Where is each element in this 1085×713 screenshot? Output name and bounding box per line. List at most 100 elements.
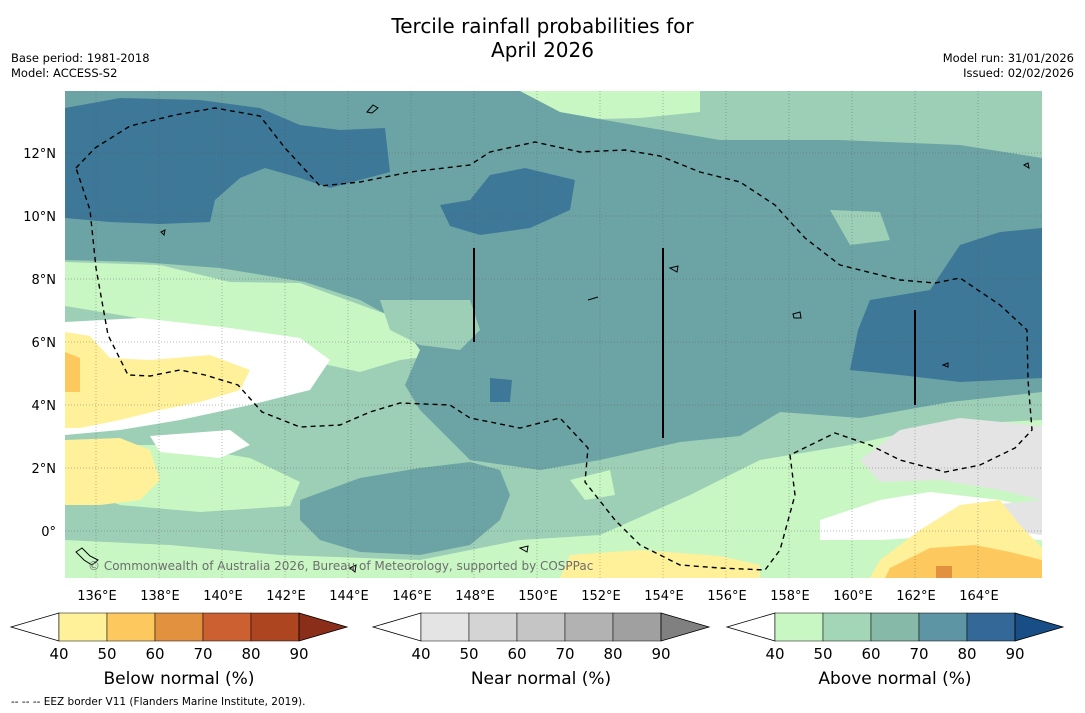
- colorbar-tick: 80: [603, 645, 622, 663]
- island-marshall: [1022, 162, 1030, 170]
- colorbar-tick: 80: [957, 645, 976, 663]
- lon-labels: 136°E 138°E 140°E 142°E 144°E 146°E 148°…: [77, 589, 999, 604]
- field-near-50-east: [860, 418, 1042, 500]
- colorbar-segment: [202, 612, 252, 642]
- colorbar-near-normal: 40 50 60 70 80 90 Near normal (%): [371, 612, 711, 689]
- footnote: -- -- -- EEZ border V11 (Flanders Marine…: [11, 696, 306, 708]
- lat-label: 0°: [41, 525, 56, 540]
- lon-label: 162°E: [896, 589, 936, 604]
- field-above-60-main: [65, 91, 1042, 470]
- colorbar-segment: [966, 612, 1016, 642]
- island-guam: [366, 104, 379, 114]
- lon-label: 144°E: [329, 589, 369, 604]
- graticule: [65, 91, 1042, 578]
- field-above-60-south: [300, 462, 510, 555]
- colorbar-tick: 70: [555, 645, 574, 663]
- lon-label: 148°E: [455, 589, 495, 604]
- colorbar-tick: 50: [813, 645, 832, 663]
- island-palau: [160, 229, 166, 237]
- island-manus: [349, 564, 357, 573]
- colorbar-tick: 50: [97, 645, 116, 663]
- field-below-60-spot: [936, 566, 952, 578]
- island-kosrae: [792, 311, 802, 319]
- title-line-2: April 2026: [491, 38, 594, 62]
- field-above-50-pocket-2: [830, 210, 890, 245]
- field-below-50-southeast: [885, 545, 1042, 578]
- eez-segments: [473, 248, 916, 438]
- colorbar-segment: [822, 612, 872, 642]
- colorbar-ticks: 40 50 60 70 80 90: [49, 645, 308, 663]
- colorbar-over-arrow: [660, 612, 711, 642]
- lat-labels: 12°N 10°N 8°N 6°N 4°N 2°N 0°: [23, 147, 56, 540]
- island-chuuk: [587, 296, 599, 301]
- colorbar-title: Near normal (%): [471, 669, 611, 689]
- model-name: Model: ACCESS-S2: [11, 65, 118, 80]
- colorbar-title: Above normal (%): [818, 669, 971, 689]
- colorbar-under-arrow: [9, 612, 60, 642]
- colorbars: 40 50 60 70 80 90 Below normal (%) 40 50…: [9, 612, 1065, 689]
- field-above-50-pocket: [380, 300, 480, 350]
- colorbar-segment: [612, 612, 662, 642]
- field-near-40-patch: [150, 430, 250, 458]
- field-above-40-west: [65, 262, 460, 372]
- island-nauru: [941, 362, 949, 368]
- lon-label: 160°E: [833, 589, 873, 604]
- copyright-text: © Commonwealth of Australia 2026, Bureau…: [88, 559, 593, 573]
- lon-label: 138°E: [140, 589, 180, 604]
- field-below-50-west: [65, 352, 80, 392]
- colorbar-tick: 40: [49, 645, 68, 663]
- colorbar-below-normal: 40 50 60 70 80 90 Below normal (%): [9, 612, 349, 689]
- colorbar-segment: [774, 612, 824, 642]
- colorbar-segment: [58, 612, 108, 642]
- lon-label: 146°E: [392, 589, 432, 604]
- lon-label: 136°E: [77, 589, 117, 604]
- colorbar-tick: 90: [1005, 645, 1024, 663]
- field-above-40-south: [65, 420, 1042, 578]
- field-above-70-northwest: [65, 98, 390, 224]
- colorbar-title: Below normal (%): [104, 669, 255, 689]
- colorbar-segment: [870, 612, 920, 642]
- colorbar-tick: 50: [459, 645, 478, 663]
- colorbar-over-arrow: [1014, 612, 1065, 642]
- island-new-ireland: [518, 545, 529, 553]
- lon-label: 152°E: [581, 589, 621, 604]
- colorbar-tick: 60: [507, 645, 526, 663]
- land-new-guinea-coast: [75, 547, 99, 566]
- map-title: Tercile rainfall probabilities for April…: [0, 14, 1085, 62]
- meta-right: Model run: 31/01/2026 Issued: 02/02/2026: [943, 51, 1074, 80]
- colorbar-segment: [564, 612, 614, 642]
- lat-label: 6°N: [32, 336, 57, 351]
- lon-label: 164°E: [959, 589, 999, 604]
- field-above-70-center: [440, 168, 575, 235]
- colorbar-tick: 80: [241, 645, 260, 663]
- lat-label: 12°N: [23, 147, 56, 162]
- lon-label: 150°E: [518, 589, 558, 604]
- lon-label: 142°E: [266, 589, 306, 604]
- colorbar-segment: [154, 612, 204, 642]
- colorbar-segment: [918, 612, 968, 642]
- island-pohnpei: [668, 265, 679, 273]
- colorbar-under-arrow: [371, 612, 422, 642]
- colorbar-tick: 70: [909, 645, 928, 663]
- colorbar-tick: 60: [861, 645, 880, 663]
- lat-label: 4°N: [32, 399, 57, 414]
- field-above-70-east: [850, 228, 1042, 382]
- field-below-40-south: [560, 550, 760, 578]
- lat-label: 2°N: [32, 462, 57, 477]
- field-above-40-top: [520, 91, 700, 120]
- field-below-40-west: [65, 332, 250, 428]
- lon-label: 156°E: [707, 589, 747, 604]
- lat-label: 8°N: [32, 273, 57, 288]
- model-run: Model run: 31/01/2026: [942, 51, 1074, 65]
- colorbar-over-arrow: [298, 612, 349, 642]
- colorbar-segment: [250, 612, 300, 642]
- colorbar-tick: 90: [289, 645, 308, 663]
- lon-label: 154°E: [644, 589, 684, 604]
- colorbar-segment: [420, 612, 470, 642]
- land-features: [75, 104, 1030, 573]
- rainfall-field: [65, 91, 1042, 578]
- colorbar-tick: 70: [193, 645, 212, 663]
- lon-label: 140°E: [203, 589, 243, 604]
- lon-label: 158°E: [770, 589, 810, 604]
- field-below-40-southwest: [65, 438, 160, 505]
